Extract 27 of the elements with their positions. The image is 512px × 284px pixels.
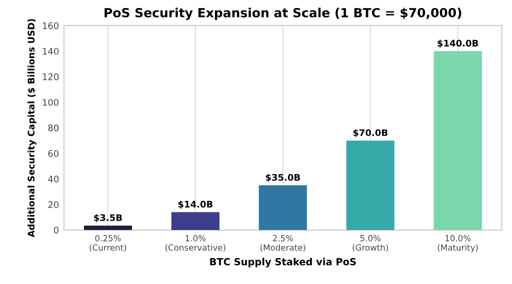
y-tick-label: 120 xyxy=(42,73,59,80)
x-tick-label: 5.0% (Growth) xyxy=(352,235,388,252)
bar xyxy=(258,185,307,230)
x-tick-label: 2.5% (Moderate) xyxy=(260,235,306,252)
data-label: $140.0B xyxy=(438,40,478,48)
x-tick-label: 10.0% (Maturity) xyxy=(438,235,478,252)
data-label: $14.0B xyxy=(178,200,212,209)
y-axis-title: Additional Security Capital ($ Billions USD) xyxy=(28,19,36,238)
x-tick-label: 0.25% (Current) xyxy=(90,235,126,252)
y-tick-label: 100 xyxy=(42,98,59,106)
x-tick-label: 1.0% (Conservative) xyxy=(165,235,226,252)
y-tick-label: 80 xyxy=(48,124,59,132)
y-tick-label: 0 xyxy=(54,226,59,234)
y-tick-label: 60 xyxy=(48,150,59,157)
y-tick-label: 140 xyxy=(42,48,59,55)
bar xyxy=(434,51,482,230)
bar xyxy=(171,212,220,230)
data-label: $35.0B xyxy=(266,174,300,182)
data-label: $70.0B xyxy=(353,129,388,138)
bar xyxy=(84,226,132,230)
x-axis-title: BTC Supply Staked via PoS xyxy=(210,258,356,268)
y-tick-label: 40 xyxy=(48,176,59,182)
bar xyxy=(346,140,394,230)
data-label: $3.5B xyxy=(94,214,122,222)
chart-title: PoS Security Expansion at Scale (1 BTC = $70,000) xyxy=(104,8,462,20)
y-tick-label: 20 xyxy=(48,201,59,208)
y-tick-label: 160 xyxy=(42,22,59,30)
